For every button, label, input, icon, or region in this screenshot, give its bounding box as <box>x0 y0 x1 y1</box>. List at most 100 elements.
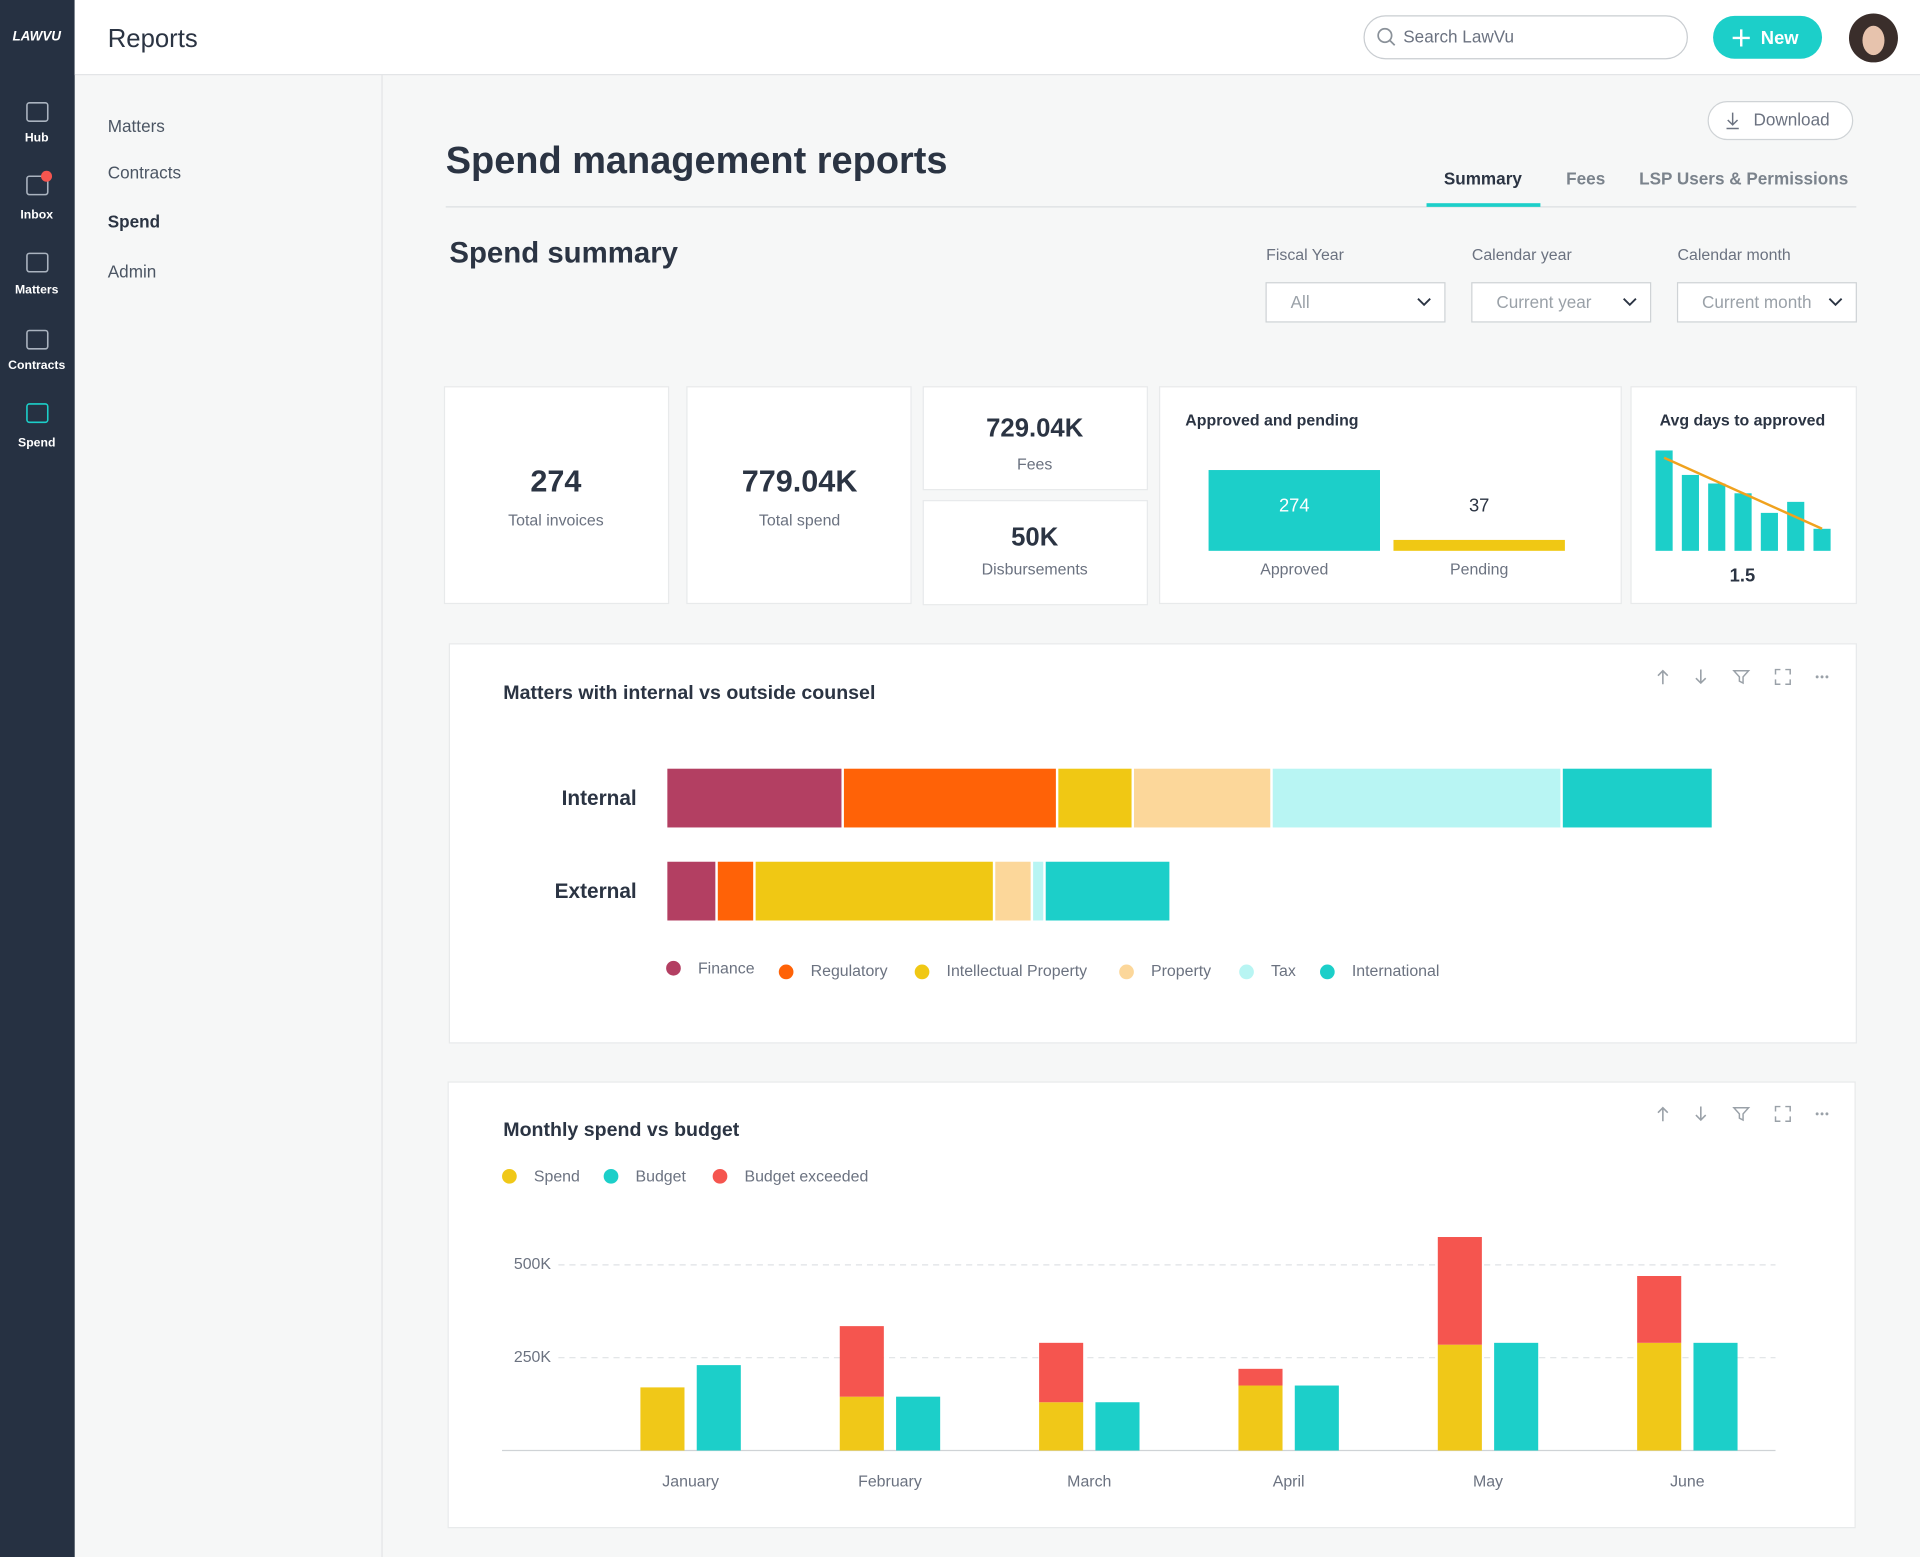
toolbar-more[interactable] <box>1825 675 1829 679</box>
download-button[interactable] <box>1707 100 1854 141</box>
bar <box>1095 1402 1140 1451</box>
bar <box>1294 1385 1339 1451</box>
notification-dot <box>41 170 53 182</box>
nav-label[interactable]: Contracts <box>8 358 65 372</box>
kpi-label: Total spend <box>759 513 840 530</box>
legend-dot <box>1320 964 1335 980</box>
bar-category: Pending <box>1450 562 1508 579</box>
bar-segment <box>1134 768 1271 828</box>
y-tick-label: 500K <box>514 1256 552 1273</box>
toolbar-filter[interactable] <box>1732 1107 1751 1122</box>
bar-value: 37 <box>1469 495 1489 516</box>
nav-icon[interactable] <box>26 102 49 122</box>
bar <box>1208 470 1381 551</box>
download-label: Download <box>1753 110 1829 130</box>
average-value: 1.5 <box>1730 564 1756 585</box>
bar <box>1238 1385 1283 1451</box>
bar <box>640 1387 685 1451</box>
filter-select[interactable] <box>1676 282 1857 323</box>
bar-value: 274 <box>1279 495 1310 516</box>
bar <box>1734 493 1752 551</box>
toolbar-expand[interactable] <box>1774 1105 1791 1122</box>
toolbar-expand[interactable] <box>1774 668 1791 685</box>
nav-label[interactable]: Hub <box>25 131 49 145</box>
toolbar-more[interactable] <box>1815 675 1819 679</box>
bar <box>1039 1402 1084 1451</box>
x-tick-label: February <box>858 1474 922 1491</box>
search-box[interactable] <box>1363 15 1688 60</box>
bar <box>1708 483 1726 551</box>
toolbar-more[interactable] <box>1815 1112 1819 1116</box>
bar <box>1681 474 1699 551</box>
subnav-item[interactable]: Matters <box>108 116 165 136</box>
chart-title: Approved and pending <box>1185 412 1358 429</box>
nav-label[interactable]: Matters <box>15 282 59 296</box>
legend-label: Intellectual Property <box>947 963 1088 980</box>
filter-value: All <box>1291 292 1310 312</box>
x-tick-label: June <box>1670 1474 1705 1491</box>
nav-label[interactable]: Inbox <box>20 208 53 222</box>
kpi-value: 274 <box>530 465 581 499</box>
tab[interactable]: Summary <box>1444 168 1523 188</box>
tab[interactable]: Fees <box>1566 168 1605 188</box>
x-tick-label: May <box>1473 1474 1503 1491</box>
toolbar-more[interactable] <box>1820 1112 1824 1116</box>
avatar-face <box>1862 25 1885 56</box>
page-title: Spend management reports <box>446 140 948 182</box>
bar <box>1393 539 1565 551</box>
nav-icon[interactable] <box>26 175 49 196</box>
kpi-card <box>686 386 912 605</box>
nav-icon[interactable] <box>26 403 49 424</box>
subnav-item[interactable]: Admin <box>108 261 157 281</box>
y-tick-label: 250K <box>514 1349 552 1366</box>
kpi-label: Disbursements <box>982 562 1088 579</box>
bar <box>1760 512 1778 551</box>
legend-dot <box>778 964 794 980</box>
toolbar-arrow[interactable] <box>1657 1106 1669 1122</box>
toolbar-arrow[interactable] <box>1657 669 1669 685</box>
bar-segment <box>755 861 993 921</box>
toolbar-arrow[interactable] <box>1695 669 1707 685</box>
active-tab-indicator <box>1426 203 1541 207</box>
subnav-item[interactable]: Contracts <box>108 162 181 182</box>
new-button[interactable] <box>1713 15 1823 59</box>
bar-segment <box>717 861 754 921</box>
bar-category: Approved <box>1260 562 1328 579</box>
bar <box>1494 1342 1539 1451</box>
legend-label: Property <box>1151 963 1211 980</box>
nav-label[interactable]: Spend <box>18 435 55 449</box>
toolbar-more[interactable] <box>1820 675 1824 679</box>
section-title: Spend summary <box>449 236 678 269</box>
subnav-item[interactable]: Spend <box>108 211 160 231</box>
legend-dot <box>914 964 930 980</box>
nav-icon[interactable] <box>26 252 49 273</box>
toolbar-filter[interactable] <box>1732 670 1751 685</box>
toolbar-more[interactable] <box>1825 1112 1829 1116</box>
bar <box>1787 501 1805 551</box>
filter-select[interactable] <box>1471 282 1652 323</box>
filter-value: Current year <box>1496 292 1591 312</box>
kpi-value: 779.04K <box>742 465 858 499</box>
bar-segment <box>1033 861 1044 921</box>
legend-dot <box>712 1168 728 1184</box>
bar-segment <box>995 861 1031 921</box>
nav-icon[interactable] <box>26 329 49 350</box>
kpi-card <box>922 386 1148 491</box>
bar-segment <box>1562 768 1712 828</box>
x-tick-label: March <box>1067 1474 1111 1491</box>
trend-line <box>1663 456 1823 530</box>
tab[interactable]: LSP Users & Permissions <box>1639 168 1848 188</box>
filter-label: Calendar month <box>1678 247 1791 264</box>
plus-icon <box>1732 29 1750 47</box>
bar <box>1238 1368 1283 1386</box>
filter-select[interactable] <box>1265 282 1446 323</box>
row-label: External <box>555 880 637 903</box>
legend-label: Budget exceeded <box>744 1169 868 1186</box>
bar <box>1655 450 1673 551</box>
bar <box>1437 1237 1482 1345</box>
bar-segment <box>1045 861 1170 921</box>
download-icon <box>1726 112 1739 130</box>
toolbar-arrow[interactable] <box>1695 1106 1707 1122</box>
